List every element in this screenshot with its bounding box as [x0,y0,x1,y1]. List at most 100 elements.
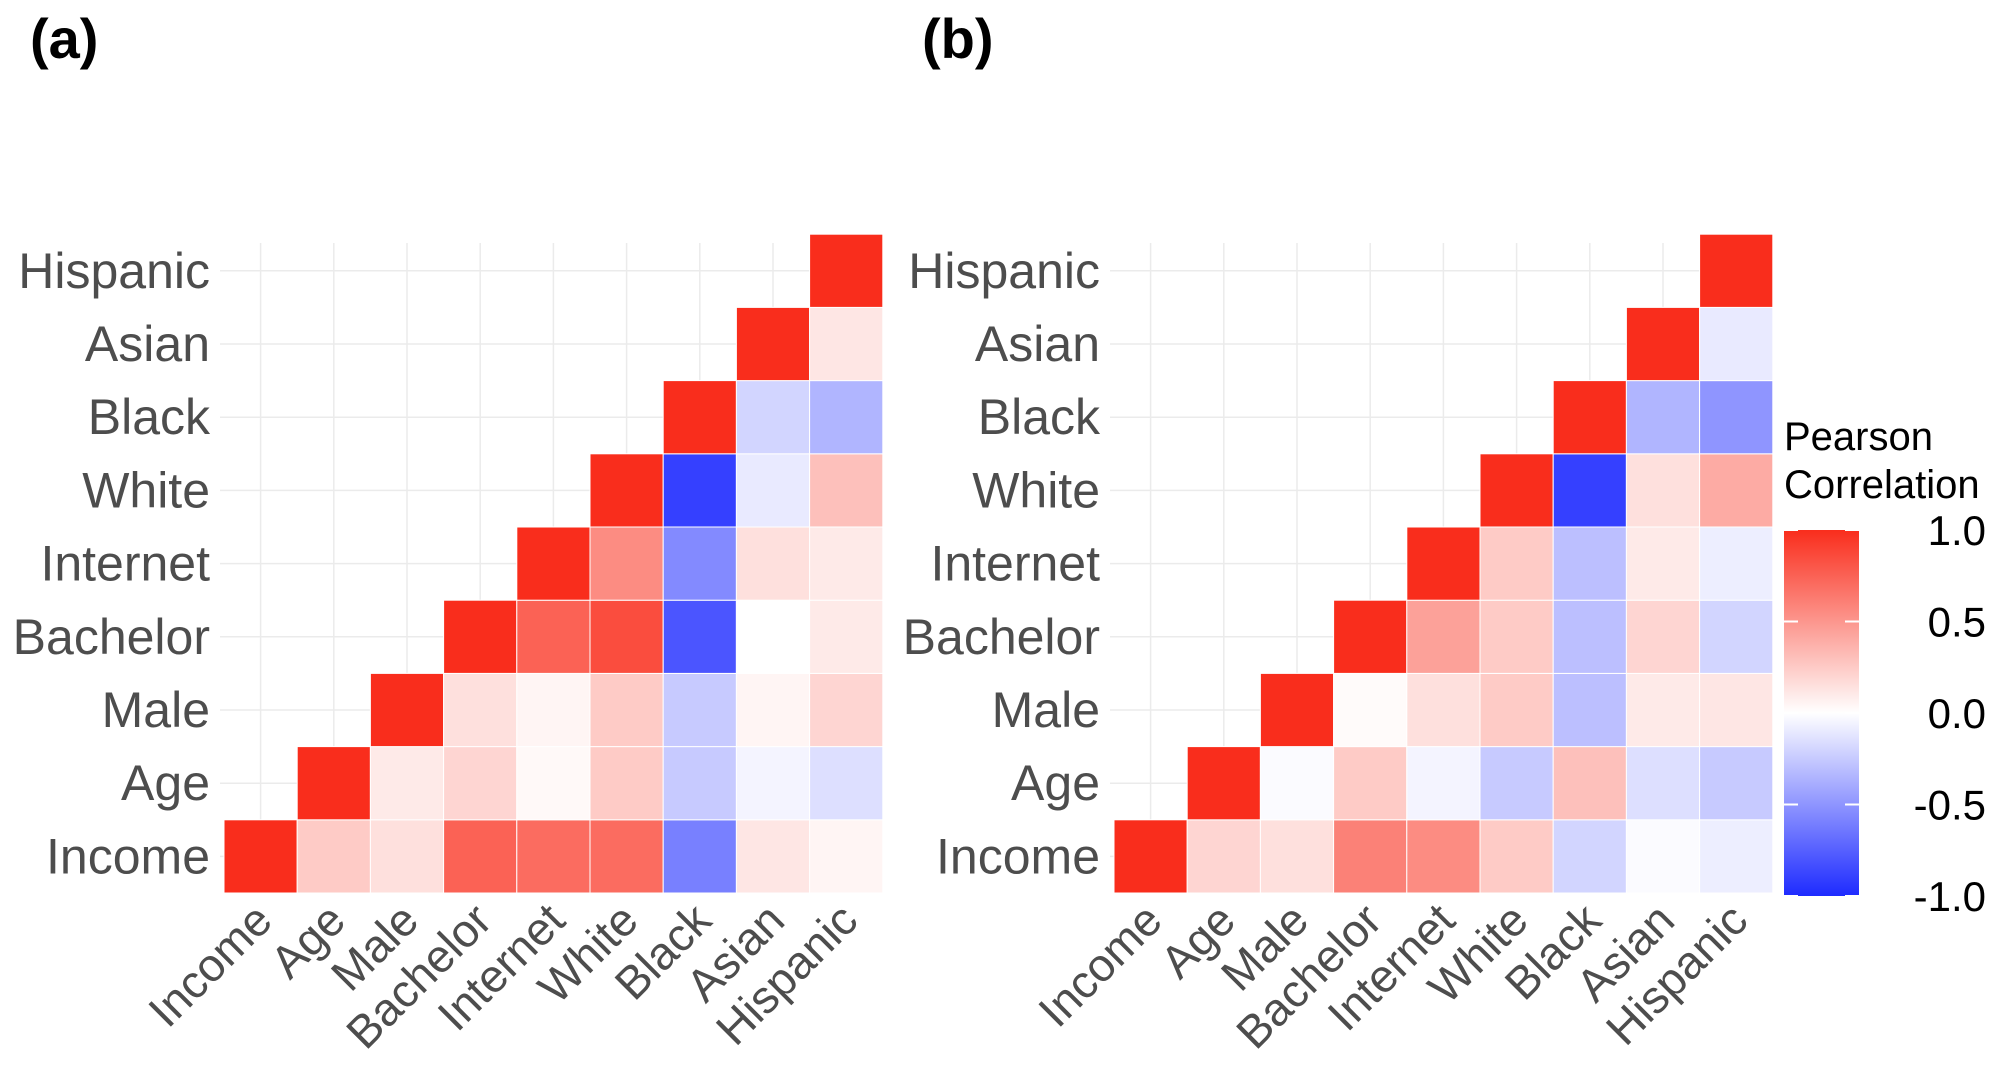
cell-b-age-black [1552,746,1627,821]
panel-a-heatmap: (a) Income Age Male Bachelor Internet White Bl… [13,7,884,1058]
panel-b-label: (b) [922,7,994,70]
cell-a-bachelor-black [662,599,737,674]
cell-a-bachelor-asian [735,599,811,674]
cell-b-white-asian [1625,453,1701,528]
cell-a-age-black [662,746,737,821]
cell-a-white-white [589,453,664,528]
legend-tick-label: -0.5 [1914,782,1986,829]
cell-a-bachelor-bachelor [443,599,518,674]
y-tick-a-black: Black [88,389,211,445]
cell-b-income-bachelor [1333,819,1408,894]
cell-b-age-male [1259,746,1335,821]
cell-a-age-male [369,746,445,821]
cell-b-male-asian [1625,672,1701,748]
legend-tick-label: 1.0 [1928,507,1986,554]
cell-a-income-internet [516,819,591,894]
cell-b-bachelor-bachelor [1333,599,1408,674]
cell-a-age-internet [516,746,591,821]
cell-b-bachelor-white [1479,599,1554,674]
cell-b-age-asian [1625,746,1701,821]
y-tick-b-black: Black [978,389,1101,445]
cell-b-income-internet [1406,819,1481,894]
cell-b-male-white [1479,672,1554,748]
cell-b-income-hispanic [1699,819,1774,894]
cell-a-black-hispanic [809,380,884,455]
y-tick-a-white: White [82,462,210,518]
cell-a-black-black [662,380,737,455]
cell-b-male-hispanic [1699,672,1774,748]
cell-b-asian-hispanic [1699,306,1774,382]
cell-a-internet-white [589,526,664,601]
cell-a-income-white [589,819,664,894]
x-tick-a-income: Income [138,893,281,1036]
cell-b-internet-hispanic [1699,526,1774,601]
cell-b-white-black [1552,453,1627,528]
cell-b-internet-internet [1406,526,1481,601]
y-tick-b-male: Male [992,682,1100,738]
cell-a-male-hispanic [809,672,884,748]
cell-b-bachelor-hispanic [1699,599,1774,674]
cell-b-white-hispanic [1699,453,1774,528]
cell-a-bachelor-internet [516,599,591,674]
cell-a-male-male [369,672,445,748]
y-tick-b-bachelor: Bachelor [903,609,1100,665]
legend-title-line1: Pearson [1784,415,1933,459]
cell-b-male-bachelor [1333,672,1408,748]
cell-b-hispanic-hispanic [1699,233,1774,308]
cell-a-income-bachelor [443,819,518,894]
cell-b-bachelor-internet [1406,599,1481,674]
cell-a-age-asian [735,746,811,821]
panel-a-label: (a) [30,7,98,70]
cell-b-male-male [1259,672,1335,748]
cell-a-income-hispanic [809,819,884,894]
cell-a-age-hispanic [809,746,884,821]
y-tick-b-white: White [972,462,1100,518]
y-tick-b-income: Income [936,828,1100,884]
cell-a-male-internet [516,672,591,748]
cell-b-black-black [1552,380,1627,455]
cell-b-internet-white [1479,526,1554,601]
y-tick-a-hispanic: Hispanic [18,243,210,299]
cell-a-white-black [662,453,737,528]
y-tick-a-income: Income [46,828,210,884]
cell-b-income-age [1186,819,1261,894]
cell-b-income-white [1479,819,1554,894]
cell-a-asian-asian [735,306,811,382]
cell-a-male-white [589,672,664,748]
cell-a-age-age [296,746,371,821]
cell-a-internet-hispanic [809,526,884,601]
cell-b-age-age [1186,746,1261,821]
cell-b-age-hispanic [1699,746,1774,821]
x-tick-b-income: Income [1028,893,1171,1036]
cell-a-age-bachelor [443,746,518,821]
cell-a-income-male [369,819,445,894]
y-tick-a-bachelor: Bachelor [13,609,210,665]
cell-a-male-bachelor [443,672,518,748]
cell-a-income-age [296,819,371,894]
legend-tick-label: -1.0 [1914,873,1986,920]
cell-b-age-internet [1406,746,1481,821]
cell-b-male-internet [1406,672,1481,748]
cell-a-white-asian [735,453,811,528]
cell-a-black-asian [735,380,811,455]
cell-b-internet-black [1552,526,1627,601]
color-legend: Pearson Correlation 1.0 0.5 0.0 -0.5 -1.0 [1784,415,1986,920]
cell-b-income-asian [1625,819,1701,894]
y-tick-b-hispanic: Hispanic [908,243,1100,299]
cell-a-bachelor-hispanic [809,599,884,674]
legend-tick-label: 0.5 [1928,599,1986,646]
cell-b-income-male [1259,819,1335,894]
y-tick-b-internet: Internet [930,536,1100,592]
cell-a-male-black [662,672,737,748]
cell-a-age-white [589,746,664,821]
y-tick-b-age: Age [1011,755,1100,811]
cell-a-internet-black [662,526,737,601]
cell-a-male-asian [735,672,811,748]
cell-a-internet-internet [516,526,591,601]
cell-b-internet-asian [1625,526,1701,601]
y-tick-a-internet: Internet [40,536,210,592]
cell-a-internet-asian [735,526,811,601]
y-tick-a-asian: Asian [85,316,210,372]
cell-b-white-white [1479,453,1554,528]
